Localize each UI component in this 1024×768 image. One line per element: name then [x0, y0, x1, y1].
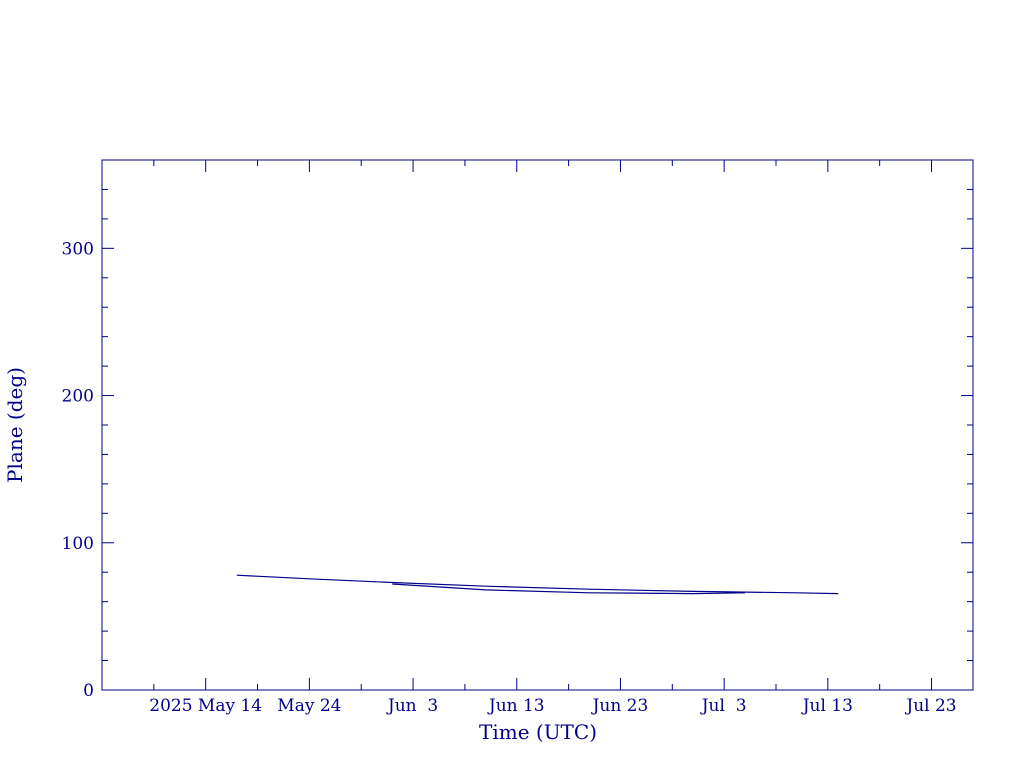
x-tick-label: Jun 13	[487, 696, 545, 716]
y-tick-label: 200	[62, 387, 94, 407]
x-tick-label: Jul 3	[700, 696, 747, 716]
x-tick-label: 2025 May 14	[149, 696, 262, 716]
plot-frame	[101, 159, 974, 691]
series-line-2	[392, 583, 745, 595]
series-group	[236, 574, 839, 595]
x-tick-labels: 2025 May 14 May 24 Jun 3 Jun 13 Jun 23 Jul 3 J…	[149, 696, 956, 716]
y-axis-label: Plane (deg)	[3, 367, 27, 483]
x-tick-label: Jun 3	[386, 696, 438, 716]
x-tick-label: Jun 23	[591, 696, 649, 716]
y-tick-label: 300	[62, 239, 94, 259]
axis-ticks	[101, 159, 973, 691]
x-tick-label: Jul 13	[801, 696, 853, 716]
y-tick-label: 100	[62, 534, 94, 554]
y-tick-label: 0	[83, 681, 94, 701]
y-tick-labels: 0 100 200 300	[62, 239, 94, 701]
x-tick-label: Jul 23	[904, 696, 956, 716]
series-line-1	[236, 574, 839, 595]
x-axis-label: Time (UTC)	[479, 720, 597, 744]
x-tick-label: May 24	[277, 696, 341, 716]
